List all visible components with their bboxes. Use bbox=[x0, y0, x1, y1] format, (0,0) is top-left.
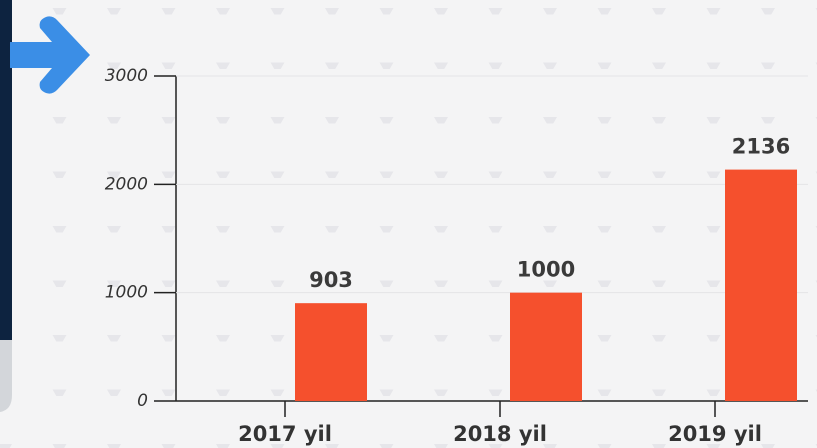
x-tick-label: 2018 yil bbox=[453, 422, 547, 446]
y-tick-label: 0 bbox=[137, 391, 148, 411]
bar bbox=[725, 169, 797, 401]
y-tick-label: 2000 bbox=[105, 174, 148, 194]
bar bbox=[295, 303, 367, 401]
y-tick-label: 1000 bbox=[105, 283, 148, 303]
data-label: 903 bbox=[309, 268, 353, 292]
arrow-icon bbox=[10, 16, 90, 94]
y-tick-label: 3000 bbox=[105, 66, 148, 86]
data-label: 2136 bbox=[732, 135, 790, 159]
x-tick-label: 2017 yil bbox=[238, 422, 332, 446]
data-label: 1000 bbox=[517, 258, 575, 282]
side-panel bbox=[0, 0, 12, 340]
x-tick-label: 2019 yil bbox=[668, 422, 762, 446]
bar bbox=[510, 292, 582, 401]
side-panel-bottom bbox=[0, 340, 12, 412]
